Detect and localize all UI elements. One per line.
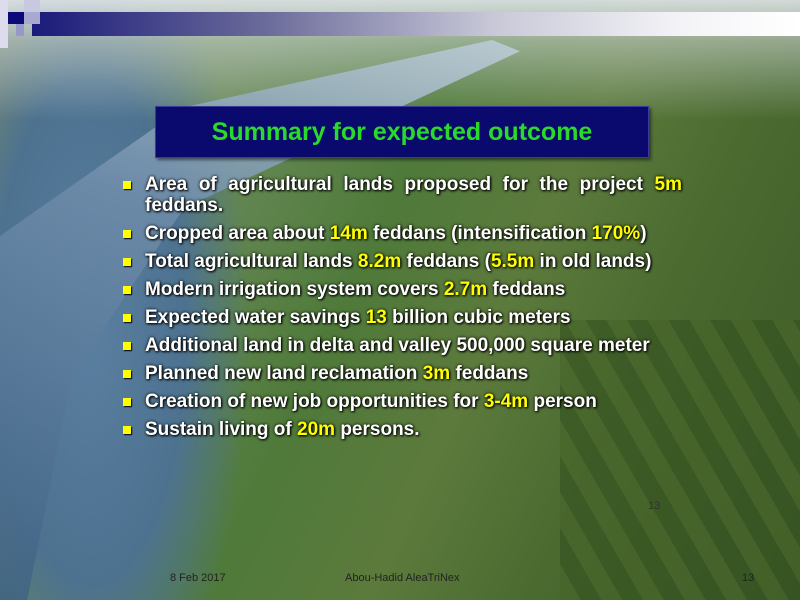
highlight-value: 20m <box>297 419 336 440</box>
bullet-text: feddans ( <box>401 251 491 272</box>
bullet-square-icon <box>123 258 131 266</box>
bullet-square-icon <box>123 370 131 378</box>
bullet-item: Sustain living of 20m persons. <box>120 419 682 440</box>
highlight-value: 8.2m <box>357 251 402 272</box>
bullet-text: persons. <box>335 419 420 440</box>
bullet-item: Expected water savings 13 billion cubic … <box>120 307 682 328</box>
bullet-text: feddans <box>450 363 529 384</box>
bullet-square-icon <box>123 230 131 238</box>
decor-square <box>16 24 24 36</box>
bullet-square-icon <box>123 314 131 322</box>
bullet-text: ) <box>640 223 647 244</box>
bullet-text: Additional land in delta and valley 500,… <box>145 335 650 356</box>
bullet-text: Sustain living of <box>145 419 298 440</box>
bullet-text: Cropped area about <box>145 223 330 244</box>
fields-image <box>560 320 800 600</box>
bullet-text: in old lands) <box>534 251 652 272</box>
bullet-list: Area of agricultural lands proposed for … <box>120 174 682 447</box>
bullet-text: Planned new land reclamation <box>145 363 423 384</box>
bullet-item: Modern irrigation system covers 2.7m fed… <box>120 279 682 300</box>
bullet-item: Area of agricultural lands proposed for … <box>120 174 682 216</box>
bullet-text: feddans (intensification <box>367 223 592 244</box>
bullet-text: Creation of new job opportunities for <box>145 391 484 412</box>
highlight-value: 2.7m <box>443 279 488 300</box>
bullet-text: Modern irrigation system covers <box>145 279 444 300</box>
highlight-value: 3-4m <box>483 391 529 412</box>
highlight-value: 5m <box>654 174 682 195</box>
bullet-text: Expected water savings <box>145 307 366 328</box>
bullet-item: Additional land in delta and valley 500,… <box>120 335 682 356</box>
bullet-item: Planned new land reclamation 3m feddans <box>120 363 682 384</box>
slide-title: Summary for expected outcome <box>211 117 593 146</box>
highlight-value: 13 <box>365 307 387 328</box>
footer-date: 8 Feb 2017 <box>170 572 226 584</box>
highlight-value: 5.5m <box>490 251 535 272</box>
bullet-item: Cropped area about 14m feddans (intensif… <box>120 223 682 244</box>
footer-author: Abou-Hadid AleaTriNex <box>345 572 460 584</box>
footer-page-number: 13 <box>742 572 755 584</box>
bullet-square-icon <box>123 426 131 434</box>
decor-square <box>8 12 24 24</box>
bullet-text: Total agricultural lands <box>145 251 358 272</box>
header-gradient-bar <box>32 12 800 36</box>
bullet-text: billion cubic meters <box>386 307 571 328</box>
bullet-item: Creation of new job opportunities for 3-… <box>120 391 682 412</box>
bullet-square-icon <box>123 398 131 406</box>
bullet-text: Area of agricultural lands proposed for … <box>145 174 655 195</box>
decor-square <box>0 0 8 48</box>
bullet-text: feddans <box>487 279 566 300</box>
bullet-item: Total agricultural lands 8.2m feddans (5… <box>120 251 682 272</box>
highlight-value: 3m <box>422 363 451 384</box>
highlight-value: 170% <box>591 223 641 244</box>
decor-square <box>24 12 40 24</box>
bullet-square-icon <box>123 342 131 350</box>
bullet-square-icon <box>123 181 131 189</box>
bullet-text: feddans. <box>145 195 224 216</box>
inline-slide-number: 13 <box>648 500 661 512</box>
decor-square <box>24 0 40 12</box>
bullet-text: person <box>528 391 597 412</box>
highlight-value: 14m <box>329 223 368 244</box>
title-box: Summary for expected outcome <box>155 106 649 158</box>
bullet-square-icon <box>123 286 131 294</box>
